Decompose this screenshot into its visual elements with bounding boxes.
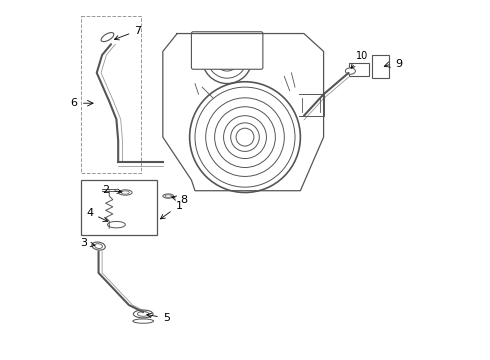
Ellipse shape: [345, 68, 355, 74]
Ellipse shape: [101, 33, 114, 42]
Text: 3: 3: [80, 238, 95, 248]
Text: 9: 9: [395, 59, 402, 69]
Text: 10: 10: [351, 50, 368, 68]
Ellipse shape: [119, 190, 132, 195]
Ellipse shape: [165, 195, 172, 197]
Ellipse shape: [122, 191, 129, 194]
Text: 5: 5: [147, 313, 170, 323]
Text: 2: 2: [102, 185, 122, 194]
Text: 6: 6: [71, 98, 78, 108]
Ellipse shape: [138, 312, 149, 316]
FancyBboxPatch shape: [192, 32, 263, 69]
Ellipse shape: [133, 310, 153, 318]
Ellipse shape: [95, 244, 102, 248]
Text: 8: 8: [172, 195, 188, 205]
Text: 1: 1: [161, 201, 182, 219]
Bar: [372, 55, 389, 78]
Ellipse shape: [92, 242, 105, 250]
Ellipse shape: [133, 319, 153, 323]
Text: 4: 4: [86, 208, 108, 221]
Text: 7: 7: [115, 26, 142, 40]
Ellipse shape: [163, 194, 173, 198]
Bar: [81, 180, 157, 235]
Ellipse shape: [107, 221, 125, 228]
Bar: [348, 63, 369, 76]
